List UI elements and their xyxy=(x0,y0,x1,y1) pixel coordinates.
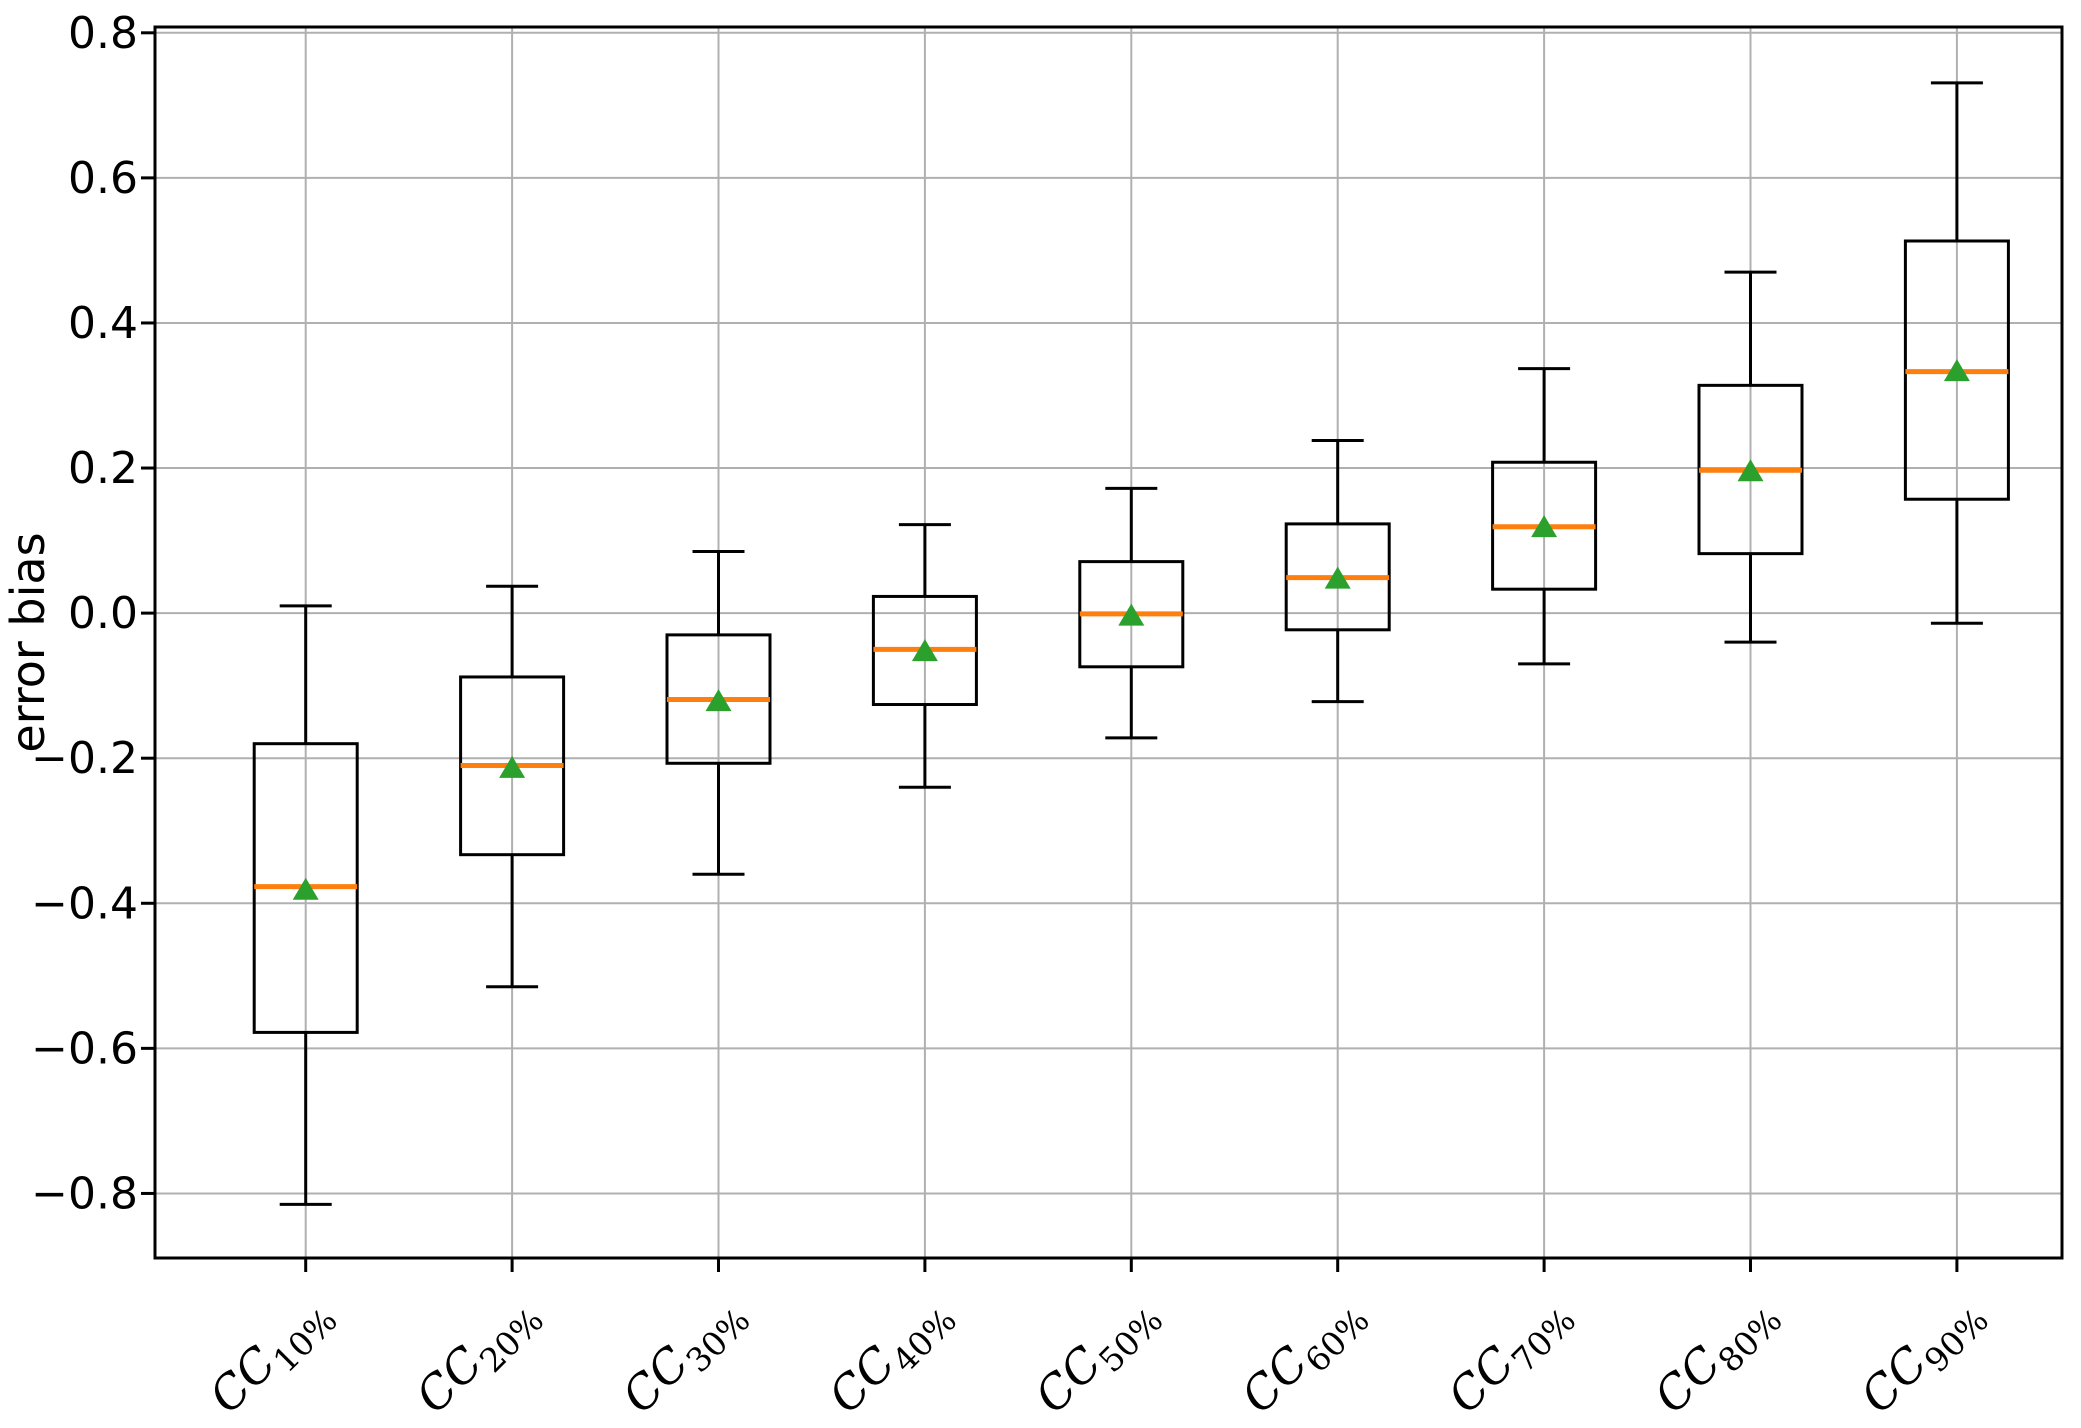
y-tick-label-0.2: 0.2 xyxy=(68,443,138,494)
y-tick-label-0.6: 0.6 xyxy=(68,153,138,204)
y-tick-label-0.0: 0.0 xyxy=(68,588,138,639)
axes-frame xyxy=(153,25,2064,1260)
mean-triangle-icon-CC80% xyxy=(1737,459,1764,482)
y-tick-label-−0.4: −0.4 xyxy=(31,878,138,929)
mean-triangle-icon-CC20% xyxy=(499,755,526,778)
y-tick-label-0.8: 0.8 xyxy=(68,8,138,59)
y-tick-label-−0.6: −0.6 xyxy=(31,1023,138,1074)
mean-triangle-icon-CC40% xyxy=(911,639,938,662)
mean-triangle-icon-CC60% xyxy=(1324,566,1351,589)
mean-triangle-icon-CC30% xyxy=(705,689,732,712)
mean-triangle-icon-CC90% xyxy=(1943,359,1970,382)
mean-triangle-icon-CC10% xyxy=(292,877,319,900)
y-axis-label: error bias xyxy=(1,532,55,752)
y-tick-label-0.4: 0.4 xyxy=(68,298,138,349)
y-tick-label-−0.2: −0.2 xyxy=(31,733,138,784)
mean-triangle-icon-CC50% xyxy=(1118,603,1145,626)
mean-triangle-icon-CC70% xyxy=(1531,515,1558,538)
y-tick-label-−0.8: −0.8 xyxy=(31,1168,138,1219)
